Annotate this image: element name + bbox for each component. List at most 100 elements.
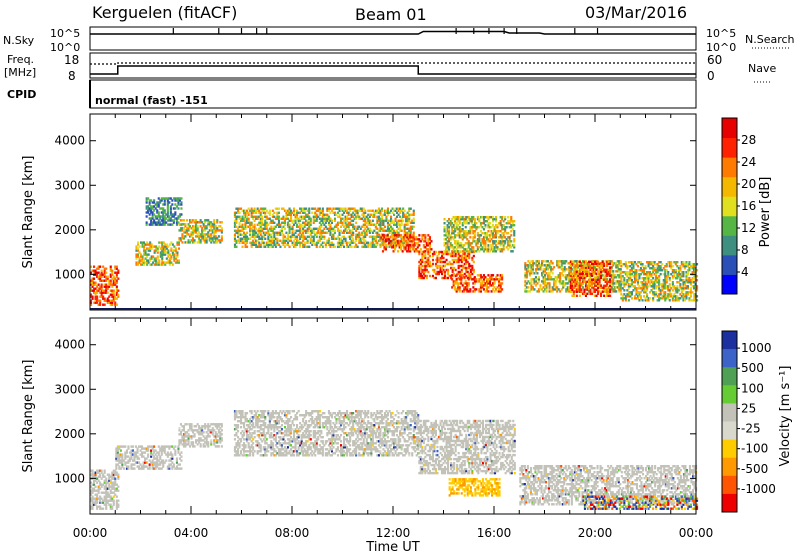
echo-cell [117, 500, 119, 502]
echo-cell [329, 208, 331, 210]
echo-cell [429, 255, 431, 257]
echo-cell [446, 259, 448, 261]
echo-cell [459, 286, 461, 288]
echo-cell [279, 246, 281, 248]
echo-cell [459, 250, 461, 252]
echo-cell [127, 465, 129, 467]
echo-cell [513, 230, 515, 232]
power-colorbar-label: Power [dB] [758, 177, 773, 248]
echo-cell [585, 261, 587, 263]
echo-cell [158, 259, 160, 261]
echo-cell [456, 278, 458, 280]
power-colorbar-segment [722, 177, 737, 197]
echo-cell [432, 259, 434, 261]
echo-cell [363, 208, 365, 210]
echo-cell [413, 232, 415, 234]
echo-cell [642, 263, 644, 265]
echo-cell [242, 246, 244, 248]
echo-cell [609, 279, 611, 281]
echo-cell [186, 219, 188, 221]
echo-cell [579, 295, 581, 297]
echo-cell [177, 207, 179, 209]
echo-cell [418, 244, 420, 246]
echo-cell [92, 470, 94, 472]
nsearch-label: N.Search [745, 33, 795, 46]
power-colorbar-tick-label: 4 [741, 265, 749, 279]
echo-cell [240, 208, 242, 210]
echo-cell [586, 293, 588, 295]
echo-cell [273, 222, 275, 224]
echo-cell [635, 269, 637, 271]
echo-cell [334, 230, 336, 232]
power-colorbar-segment [722, 157, 737, 177]
echo-cell [173, 221, 175, 223]
echo-cell [304, 210, 306, 212]
echo-cell [443, 257, 445, 259]
echo-cell [117, 290, 119, 292]
echo-cell [180, 213, 182, 215]
echo-cell [307, 240, 309, 242]
power-colorbar-tick-label: 28 [741, 133, 756, 147]
echo-cell [603, 295, 605, 297]
echo-cell [625, 261, 627, 263]
echo-cell [530, 280, 532, 282]
nsky-tick-top: 10^5 [50, 27, 80, 40]
echo-cell [157, 255, 159, 257]
echo-cell [609, 263, 611, 265]
echo-cell [251, 222, 253, 224]
echo-cell [513, 244, 515, 246]
echo-cell [188, 229, 190, 231]
echo-cell [429, 261, 431, 263]
echo-cell [289, 246, 291, 248]
echo-cell [102, 508, 104, 510]
power-colorbar-tick-label: 16 [741, 199, 756, 213]
echo-cell [293, 208, 295, 210]
echo-cell [625, 283, 627, 285]
echo-cell [474, 234, 476, 236]
echo-cell [386, 234, 388, 236]
echo-cell [444, 226, 446, 228]
freq-label-1: Freq. [7, 53, 34, 66]
echo-cell [216, 219, 218, 221]
echo-cell [645, 265, 647, 267]
echo-cell [489, 280, 491, 282]
echo-cell [116, 266, 118, 268]
echo-cell [429, 251, 431, 253]
echo-cell [168, 201, 170, 203]
echo-cell [339, 210, 341, 212]
echo-cell [649, 297, 651, 299]
echo-cell [107, 276, 109, 278]
echo-cell [501, 216, 503, 218]
echo-cell [380, 244, 382, 246]
echo-cell [444, 222, 446, 224]
echo-cell [172, 263, 174, 265]
echo-cell [579, 261, 581, 263]
echo-cell [615, 290, 617, 292]
echo-cell [473, 255, 475, 257]
echo-cell [120, 449, 122, 451]
echo-cell [501, 274, 503, 276]
echo-cell [148, 253, 150, 255]
echo-cell [471, 265, 473, 267]
echo-cell [113, 290, 115, 292]
echo-cell [538, 260, 540, 262]
echo-cell [430, 240, 432, 242]
echo-cell [637, 265, 639, 267]
echo-cell [390, 240, 392, 242]
echo-cell [117, 504, 119, 506]
echo-cell [620, 268, 622, 270]
echo-cell [385, 248, 387, 250]
echo-cell [513, 220, 515, 222]
echo-cell [308, 210, 310, 212]
echo-cell [399, 208, 401, 210]
echo-cell [116, 286, 118, 288]
echo-cell [322, 208, 324, 210]
echo-cell [158, 211, 160, 213]
echo-cell [392, 208, 394, 210]
echo-cell [221, 227, 223, 229]
echo-cell [339, 214, 341, 216]
echo-cell [510, 240, 512, 242]
echo-cell [412, 234, 414, 236]
echo-cell [105, 272, 107, 274]
echo-cell [264, 208, 266, 210]
